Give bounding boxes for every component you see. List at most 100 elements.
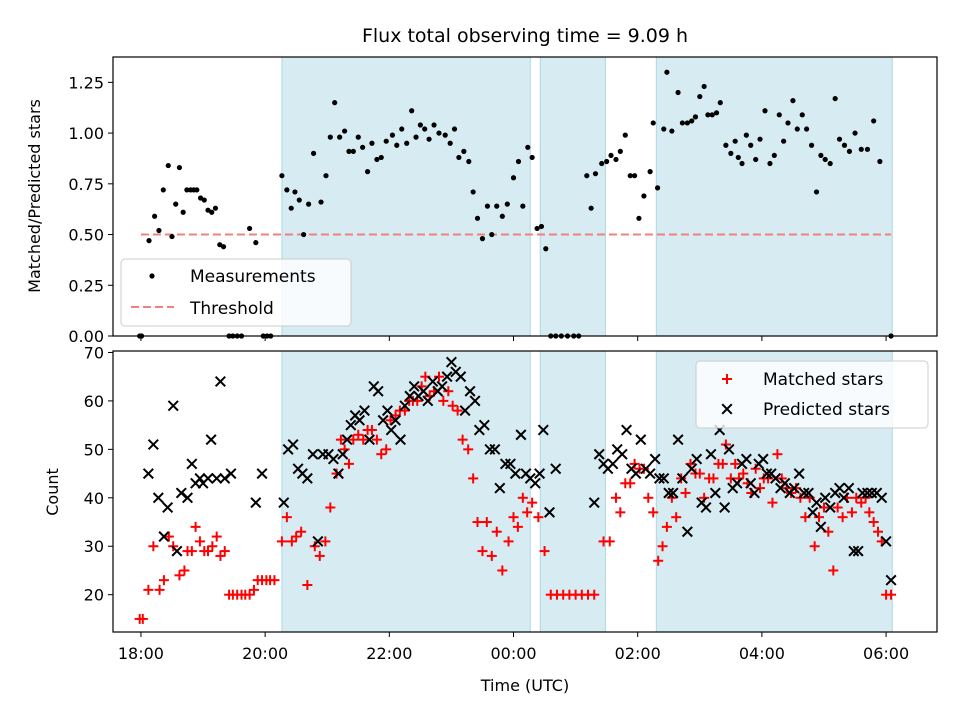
measurement-point xyxy=(631,173,638,179)
legend-box xyxy=(695,360,929,429)
predicted-star-marker xyxy=(494,482,506,494)
measurement-point xyxy=(650,120,656,126)
predicted-star-marker xyxy=(770,472,782,484)
matched-star-marker xyxy=(832,502,843,513)
bottom-plot-frame xyxy=(112,350,938,633)
measurement-point xyxy=(461,148,467,154)
measurement-point xyxy=(201,197,207,203)
measurement-point xyxy=(604,158,610,165)
predicted-star-marker xyxy=(459,405,471,417)
measurement-point xyxy=(818,152,824,159)
matched-star-marker xyxy=(868,517,879,528)
x-tick-label: 20:00 xyxy=(242,644,288,663)
predicted-star-marker xyxy=(745,477,757,489)
measurement-point xyxy=(713,110,720,116)
measurement-point xyxy=(636,215,642,221)
measurement-point xyxy=(451,126,458,132)
matched-star-marker xyxy=(625,478,636,489)
matched-star-marker xyxy=(846,507,857,518)
measurement-point xyxy=(748,142,754,148)
predicted-star-marker xyxy=(866,487,878,499)
measurement-point xyxy=(599,160,605,167)
predicted-star-marker xyxy=(880,535,892,547)
measurement-point xyxy=(592,171,599,177)
measurement-point xyxy=(346,148,352,154)
measurement-point xyxy=(520,203,526,209)
predicted-star-marker xyxy=(876,492,888,504)
predicted-star-marker xyxy=(408,380,420,392)
measurement-point xyxy=(799,112,805,118)
top-panel: 0.00 0.25 0.50 0.75 1.00 1.25 xyxy=(68,56,938,346)
y-tick-label: 50 xyxy=(84,440,104,459)
matched-star-marker xyxy=(343,458,354,469)
predicted-star-marker xyxy=(793,468,805,480)
matched-star-marker xyxy=(286,536,297,547)
matched-star-marker xyxy=(517,492,528,503)
matched-star-marker xyxy=(720,439,731,450)
predicted-star-marker xyxy=(202,472,214,484)
matched-star-marker xyxy=(463,444,474,455)
predicted-star-marker xyxy=(422,395,434,407)
measurement-point xyxy=(180,209,186,215)
predicted-star-marker xyxy=(341,434,353,446)
predicted-star-marker xyxy=(544,506,556,518)
measurement-point xyxy=(173,201,179,207)
matched-star-marker xyxy=(207,541,218,552)
predicted-star-marker xyxy=(672,434,684,446)
matched-star-marker xyxy=(158,575,169,586)
y-tick-label: 20 xyxy=(84,586,104,605)
matched-star-marker xyxy=(873,526,884,537)
measurement-point xyxy=(479,236,486,242)
legend-threshold-label: Threshold xyxy=(189,299,274,319)
measurement-point xyxy=(622,132,628,138)
chart-title: Flux total observing time = 9.09 h xyxy=(362,25,688,47)
measurement-point xyxy=(426,136,432,142)
predicted-star-marker xyxy=(681,526,693,538)
measurement-point xyxy=(194,187,200,193)
matched-star-marker xyxy=(447,400,458,411)
predicted-star-marker xyxy=(358,405,370,417)
measurement-point xyxy=(169,233,175,240)
matched-star-marker xyxy=(491,526,502,537)
y-tick-label: 0.25 xyxy=(68,276,104,295)
matched-star-marker xyxy=(814,512,825,523)
predicted-star-marker xyxy=(843,482,855,494)
matched-star-marker xyxy=(366,424,377,435)
predicted-star-marker xyxy=(152,492,164,504)
predicted-star-marker xyxy=(802,487,814,499)
matched-star-marker xyxy=(163,531,174,542)
predicted-star-marker xyxy=(509,468,521,480)
matched-star-marker xyxy=(648,507,659,518)
y-tick-label: 0.75 xyxy=(68,175,104,194)
predicted-star-marker xyxy=(287,438,299,451)
measurement-point xyxy=(852,130,858,136)
predicted-star-marker xyxy=(455,371,467,383)
observing-window xyxy=(539,56,606,337)
predicted-star-marker xyxy=(225,468,237,480)
matched-star-marker xyxy=(371,434,382,445)
measurement-point xyxy=(717,100,723,106)
predicted-star-marker xyxy=(417,385,429,397)
matched-star-marker xyxy=(325,502,336,513)
measurement-point xyxy=(184,187,190,193)
measurement-point xyxy=(739,160,745,167)
matched-star-marker xyxy=(438,395,449,406)
matched-star-marker xyxy=(203,546,214,557)
matched-star-marker xyxy=(653,555,664,566)
measurement-point xyxy=(654,185,661,191)
measurement-point xyxy=(627,173,633,179)
predicted-star-marker xyxy=(205,434,217,446)
matched-star-marker xyxy=(755,483,766,494)
matched-star-marker xyxy=(643,492,654,503)
matched-star-marker xyxy=(376,449,387,460)
matched-star-marker xyxy=(522,507,533,518)
predicted-star-marker xyxy=(211,472,223,484)
top-y-axis-label: Matched/Predicted stars xyxy=(25,99,44,293)
measurement-point xyxy=(776,112,782,118)
matched-star-marker xyxy=(433,371,444,382)
matched-star-marker xyxy=(497,565,508,576)
matched-star-marker xyxy=(503,536,514,547)
measurement-point xyxy=(804,126,810,132)
predicted-star-marker xyxy=(788,482,800,494)
y-tick-label: 70 xyxy=(84,343,104,362)
